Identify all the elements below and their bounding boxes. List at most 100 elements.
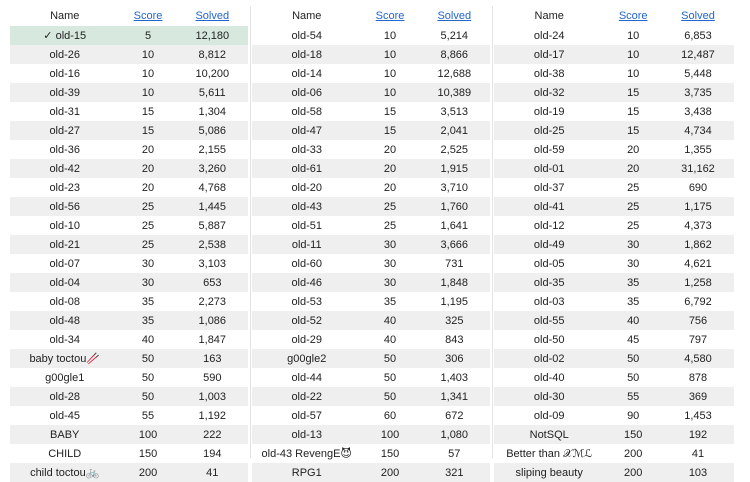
challenge-name[interactable]: old-46 <box>252 273 362 292</box>
challenge-name[interactable]: old-61 <box>252 159 362 178</box>
challenge-name[interactable]: old-30 <box>494 387 605 406</box>
challenge-name[interactable]: old-39 <box>10 83 120 102</box>
challenge-name[interactable]: old-59 <box>533 143 565 156</box>
challenge-name[interactable]: old-17 <box>494 45 605 64</box>
challenge-row[interactable]: old-47 15 2,041 <box>252 121 490 140</box>
challenge-name[interactable]: old-42 <box>10 159 120 178</box>
challenge-name[interactable]: old-09 <box>533 409 565 422</box>
challenge-name[interactable]: old-47 <box>252 121 362 140</box>
challenge-row[interactable]: old-36 20 2,155 <box>10 140 248 159</box>
challenge-name[interactable]: old-02 <box>494 349 605 368</box>
challenge-row[interactable]: NotSQL 150 192 <box>494 425 734 444</box>
challenge-name[interactable]: old-38 <box>533 67 565 80</box>
challenge-name[interactable]: old-28 <box>10 387 120 406</box>
challenge-row[interactable]: old-06 10 10,389 <box>252 83 490 102</box>
challenge-row[interactable]: old-43 RevengE😈 150 57 <box>252 444 490 463</box>
challenge-row[interactable]: old-08 35 2,273 <box>10 292 248 311</box>
challenge-name[interactable]: g00gle1 <box>45 371 85 384</box>
challenge-row[interactable]: old-22 50 1,341 <box>252 387 490 406</box>
challenge-name[interactable]: old-57 <box>291 409 323 422</box>
challenge-row[interactable]: old-05 30 4,621 <box>494 254 734 273</box>
challenge-row[interactable]: old-45 55 1,192 <box>10 406 248 425</box>
challenge-row[interactable]: old-46 30 1,848 <box>252 273 490 292</box>
challenge-name[interactable]: old-29 <box>291 333 323 346</box>
challenge-row[interactable]: sliping beauty 200 103 <box>494 463 734 482</box>
challenge-name[interactable]: old-41 <box>494 197 605 216</box>
challenge-name[interactable]: old-43 RevengE😈 <box>261 448 352 460</box>
challenge-name[interactable]: old-03 <box>533 295 565 308</box>
challenge-name[interactable]: old-36 <box>49 143 81 156</box>
challenge-name[interactable]: sliping beauty <box>494 463 605 482</box>
challenge-row[interactable]: old-30 55 369 <box>494 387 734 406</box>
challenge-name[interactable]: old-23 <box>49 181 81 194</box>
challenge-name[interactable]: old-25 <box>494 121 605 140</box>
challenge-row[interactable]: old-38 10 5,448 <box>494 64 734 83</box>
challenge-row[interactable]: old-20 20 3,710 <box>252 178 490 197</box>
challenge-row[interactable]: old-55 40 756 <box>494 311 734 330</box>
challenge-name[interactable]: g00gle2 <box>252 349 362 368</box>
challenge-row[interactable]: old-56 25 1,445 <box>10 197 248 216</box>
challenge-row[interactable]: old-12 25 4,373 <box>494 216 734 235</box>
challenge-row[interactable]: old-49 30 1,862 <box>494 235 734 254</box>
challenge-row[interactable]: old-33 20 2,525 <box>252 140 490 159</box>
challenge-row[interactable]: old-48 35 1,086 <box>10 311 248 330</box>
challenge-row[interactable]: old-18 10 8,866 <box>252 45 490 64</box>
challenge-name[interactable]: old-56 <box>10 197 120 216</box>
challenge-row[interactable]: old-57 60 672 <box>252 406 490 425</box>
challenge-row[interactable]: ✓ old-15 5 12,180 <box>10 26 248 45</box>
challenge-row[interactable]: old-59 20 1,355 <box>494 140 734 159</box>
challenge-row[interactable]: old-52 40 325 <box>252 311 490 330</box>
challenge-name[interactable]: old-53 <box>291 295 323 308</box>
challenge-row[interactable]: BABY 100 222 <box>10 425 248 444</box>
challenge-row[interactable]: old-42 20 3,260 <box>10 159 248 178</box>
challenge-row[interactable]: old-60 30 731 <box>252 254 490 273</box>
challenge-row[interactable]: old-53 35 1,195 <box>252 292 490 311</box>
challenge-name[interactable]: old-51 <box>291 219 323 232</box>
challenge-row[interactable]: old-16 10 10,200 <box>10 64 248 83</box>
challenge-name[interactable]: old-01 <box>494 159 605 178</box>
challenge-row[interactable]: old-17 10 12,487 <box>494 45 734 64</box>
challenge-row[interactable]: old-61 20 1,915 <box>252 159 490 178</box>
challenge-row[interactable]: old-19 15 3,438 <box>494 102 734 121</box>
challenge-name[interactable]: RPG1 <box>252 463 362 482</box>
challenge-name[interactable]: old-10 <box>49 219 81 232</box>
challenge-name[interactable]: old-12 <box>533 219 565 232</box>
challenge-row[interactable]: old-40 50 878 <box>494 368 734 387</box>
challenge-name[interactable]: old-24 <box>533 29 565 42</box>
sort-by-score-link[interactable]: Score <box>133 10 163 22</box>
challenge-name[interactable]: old-20 <box>291 181 323 194</box>
challenge-row[interactable]: old-14 10 12,688 <box>252 64 490 83</box>
challenge-row[interactable]: old-23 20 4,768 <box>10 178 248 197</box>
challenge-row[interactable]: old-25 15 4,734 <box>494 121 734 140</box>
challenge-row[interactable]: child toctou🚲 200 41 <box>10 463 248 482</box>
challenge-name[interactable]: old-33 <box>291 143 323 156</box>
challenge-row[interactable]: old-09 90 1,453 <box>494 406 734 425</box>
challenge-name[interactable]: old-60 <box>291 257 323 270</box>
challenge-row[interactable]: old-50 45 797 <box>494 330 734 349</box>
challenge-name[interactable]: old-27 <box>10 121 120 140</box>
challenge-row[interactable]: old-37 25 690 <box>494 178 734 197</box>
challenge-row[interactable]: old-41 25 1,175 <box>494 197 734 216</box>
challenge-row[interactable]: old-01 20 31,162 <box>494 159 734 178</box>
challenge-name[interactable]: old-07 <box>49 257 81 270</box>
challenge-name[interactable]: old-22 <box>252 387 362 406</box>
challenge-name[interactable]: baby toctou🥢 <box>10 349 120 368</box>
challenge-row[interactable]: old-54 10 5,214 <box>252 26 490 45</box>
challenge-name[interactable]: old-44 <box>291 371 323 384</box>
challenge-row[interactable]: old-04 30 653 <box>10 273 248 292</box>
challenge-name[interactable]: old-34 <box>49 333 81 346</box>
challenge-name[interactable]: old-32 <box>494 83 605 102</box>
sort-by-score-link[interactable]: Score <box>618 10 648 22</box>
challenge-row[interactable]: old-51 25 1,641 <box>252 216 490 235</box>
challenge-row[interactable]: old-29 40 843 <box>252 330 490 349</box>
challenge-name[interactable]: CHILD <box>48 447 82 460</box>
challenge-row[interactable]: g00gle2 50 306 <box>252 349 490 368</box>
challenge-row[interactable]: old-44 50 1,403 <box>252 368 490 387</box>
challenge-name[interactable]: old-13 <box>252 425 362 444</box>
challenge-row[interactable]: old-11 30 3,666 <box>252 235 490 254</box>
challenge-row[interactable]: old-26 10 8,812 <box>10 45 248 64</box>
challenge-name[interactable]: old-08 <box>49 295 81 308</box>
challenge-row[interactable]: Better than 𝒳ℳℒ 200 41 <box>494 444 734 463</box>
sort-by-solved-link[interactable]: Solved <box>195 10 230 22</box>
challenge-row[interactable]: old-28 50 1,003 <box>10 387 248 406</box>
